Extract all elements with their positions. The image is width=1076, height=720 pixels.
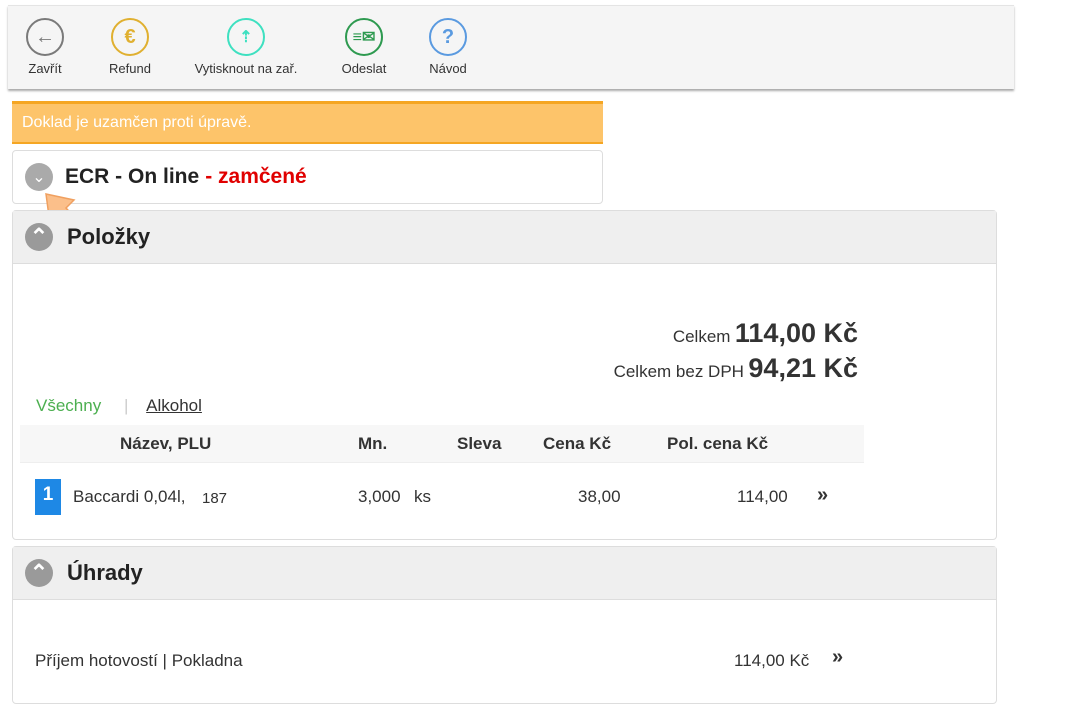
- table-header: [20, 425, 864, 463]
- chevron-down-icon[interactable]: ⌄: [25, 163, 53, 191]
- net-label: Celkem bez DPH: [613, 362, 744, 381]
- payments-header[interactable]: ⌃ Úhrady: [13, 547, 996, 600]
- items-title: Položky: [67, 224, 151, 249]
- chevron-up-icon[interactable]: ⌃: [25, 559, 53, 587]
- row-index: 1: [35, 479, 61, 515]
- filter-divider: |: [123, 396, 129, 415]
- print-label: Vytisknout na zař.: [194, 61, 298, 76]
- chevron-up-icon[interactable]: ⌃: [25, 223, 53, 251]
- toolbar: ← Zavřít € Refund ⇡ Vytisknout na zař. ≡…: [8, 5, 1014, 89]
- filters: Všechny | Alkohol: [36, 396, 202, 416]
- payment-amount: 114,00 Kč: [734, 651, 810, 670]
- item-qty: 3,000: [358, 487, 401, 506]
- arrow-left-icon: ←: [26, 18, 64, 56]
- col-total: Pol. cena Kč: [667, 434, 769, 453]
- chevron-double-right-icon[interactable]: »: [817, 484, 829, 506]
- send-button[interactable]: ≡✉ Odeslat: [336, 18, 392, 76]
- refund-label: Refund: [109, 61, 151, 76]
- items-panel: ⌃ Položky: [12, 210, 997, 540]
- send-mail-icon: ≡✉: [345, 18, 383, 56]
- col-qty: Mn.: [358, 434, 388, 453]
- refund-button[interactable]: € Refund: [102, 18, 158, 76]
- ecr-panel[interactable]: ⌄ ECR - On line - zamčené: [12, 150, 603, 204]
- totals: Celkem 114,00 Kč Celkem bez DPH 94,21 Kč: [614, 316, 858, 390]
- net-value: 94,21 Kč: [748, 353, 858, 383]
- item-plu: 187: [202, 490, 228, 507]
- help-label: Návod: [429, 61, 467, 76]
- payments-title: Úhrady: [67, 560, 143, 585]
- ecr-status: - zamčené: [205, 165, 307, 188]
- items-header[interactable]: ⌃ Položky: [13, 211, 996, 264]
- print-button[interactable]: ⇡ Vytisknout na zař.: [186, 18, 306, 76]
- total-label: Celkem: [672, 327, 731, 346]
- item-unit: ks: [414, 487, 431, 506]
- item-name: Baccardi 0,04l,: [73, 487, 186, 506]
- col-name: Název, PLU: [120, 434, 212, 453]
- filter-all[interactable]: Všechny: [36, 396, 102, 415]
- print-device-icon: ⇡: [227, 18, 265, 56]
- close-button[interactable]: ← Zavřít: [20, 18, 70, 76]
- chevron-double-right-icon[interactable]: »: [832, 646, 844, 668]
- item-total: 114,00: [737, 487, 788, 506]
- payments-panel: ⌃ Úhrady: [12, 546, 997, 704]
- help-icon: ?: [429, 18, 467, 56]
- euro-refund-icon: €: [111, 18, 149, 56]
- filter-alcohol[interactable]: Alkohol: [146, 396, 202, 415]
- item-price: 38,00: [578, 487, 621, 506]
- locked-warning: Doklad je uzamčen proti úpravě.: [12, 101, 603, 144]
- help-button[interactable]: ? Návod: [422, 18, 474, 76]
- col-price: Cena Kč: [543, 434, 612, 453]
- close-label: Zavřít: [28, 61, 62, 76]
- ecr-title: ECR - On line: [65, 165, 200, 188]
- send-label: Odeslat: [341, 61, 387, 76]
- total-value: 114,00 Kč: [734, 318, 858, 348]
- payment-label: Příjem hotovostí | Pokladna: [35, 651, 243, 670]
- col-discount: Sleva: [457, 434, 502, 453]
